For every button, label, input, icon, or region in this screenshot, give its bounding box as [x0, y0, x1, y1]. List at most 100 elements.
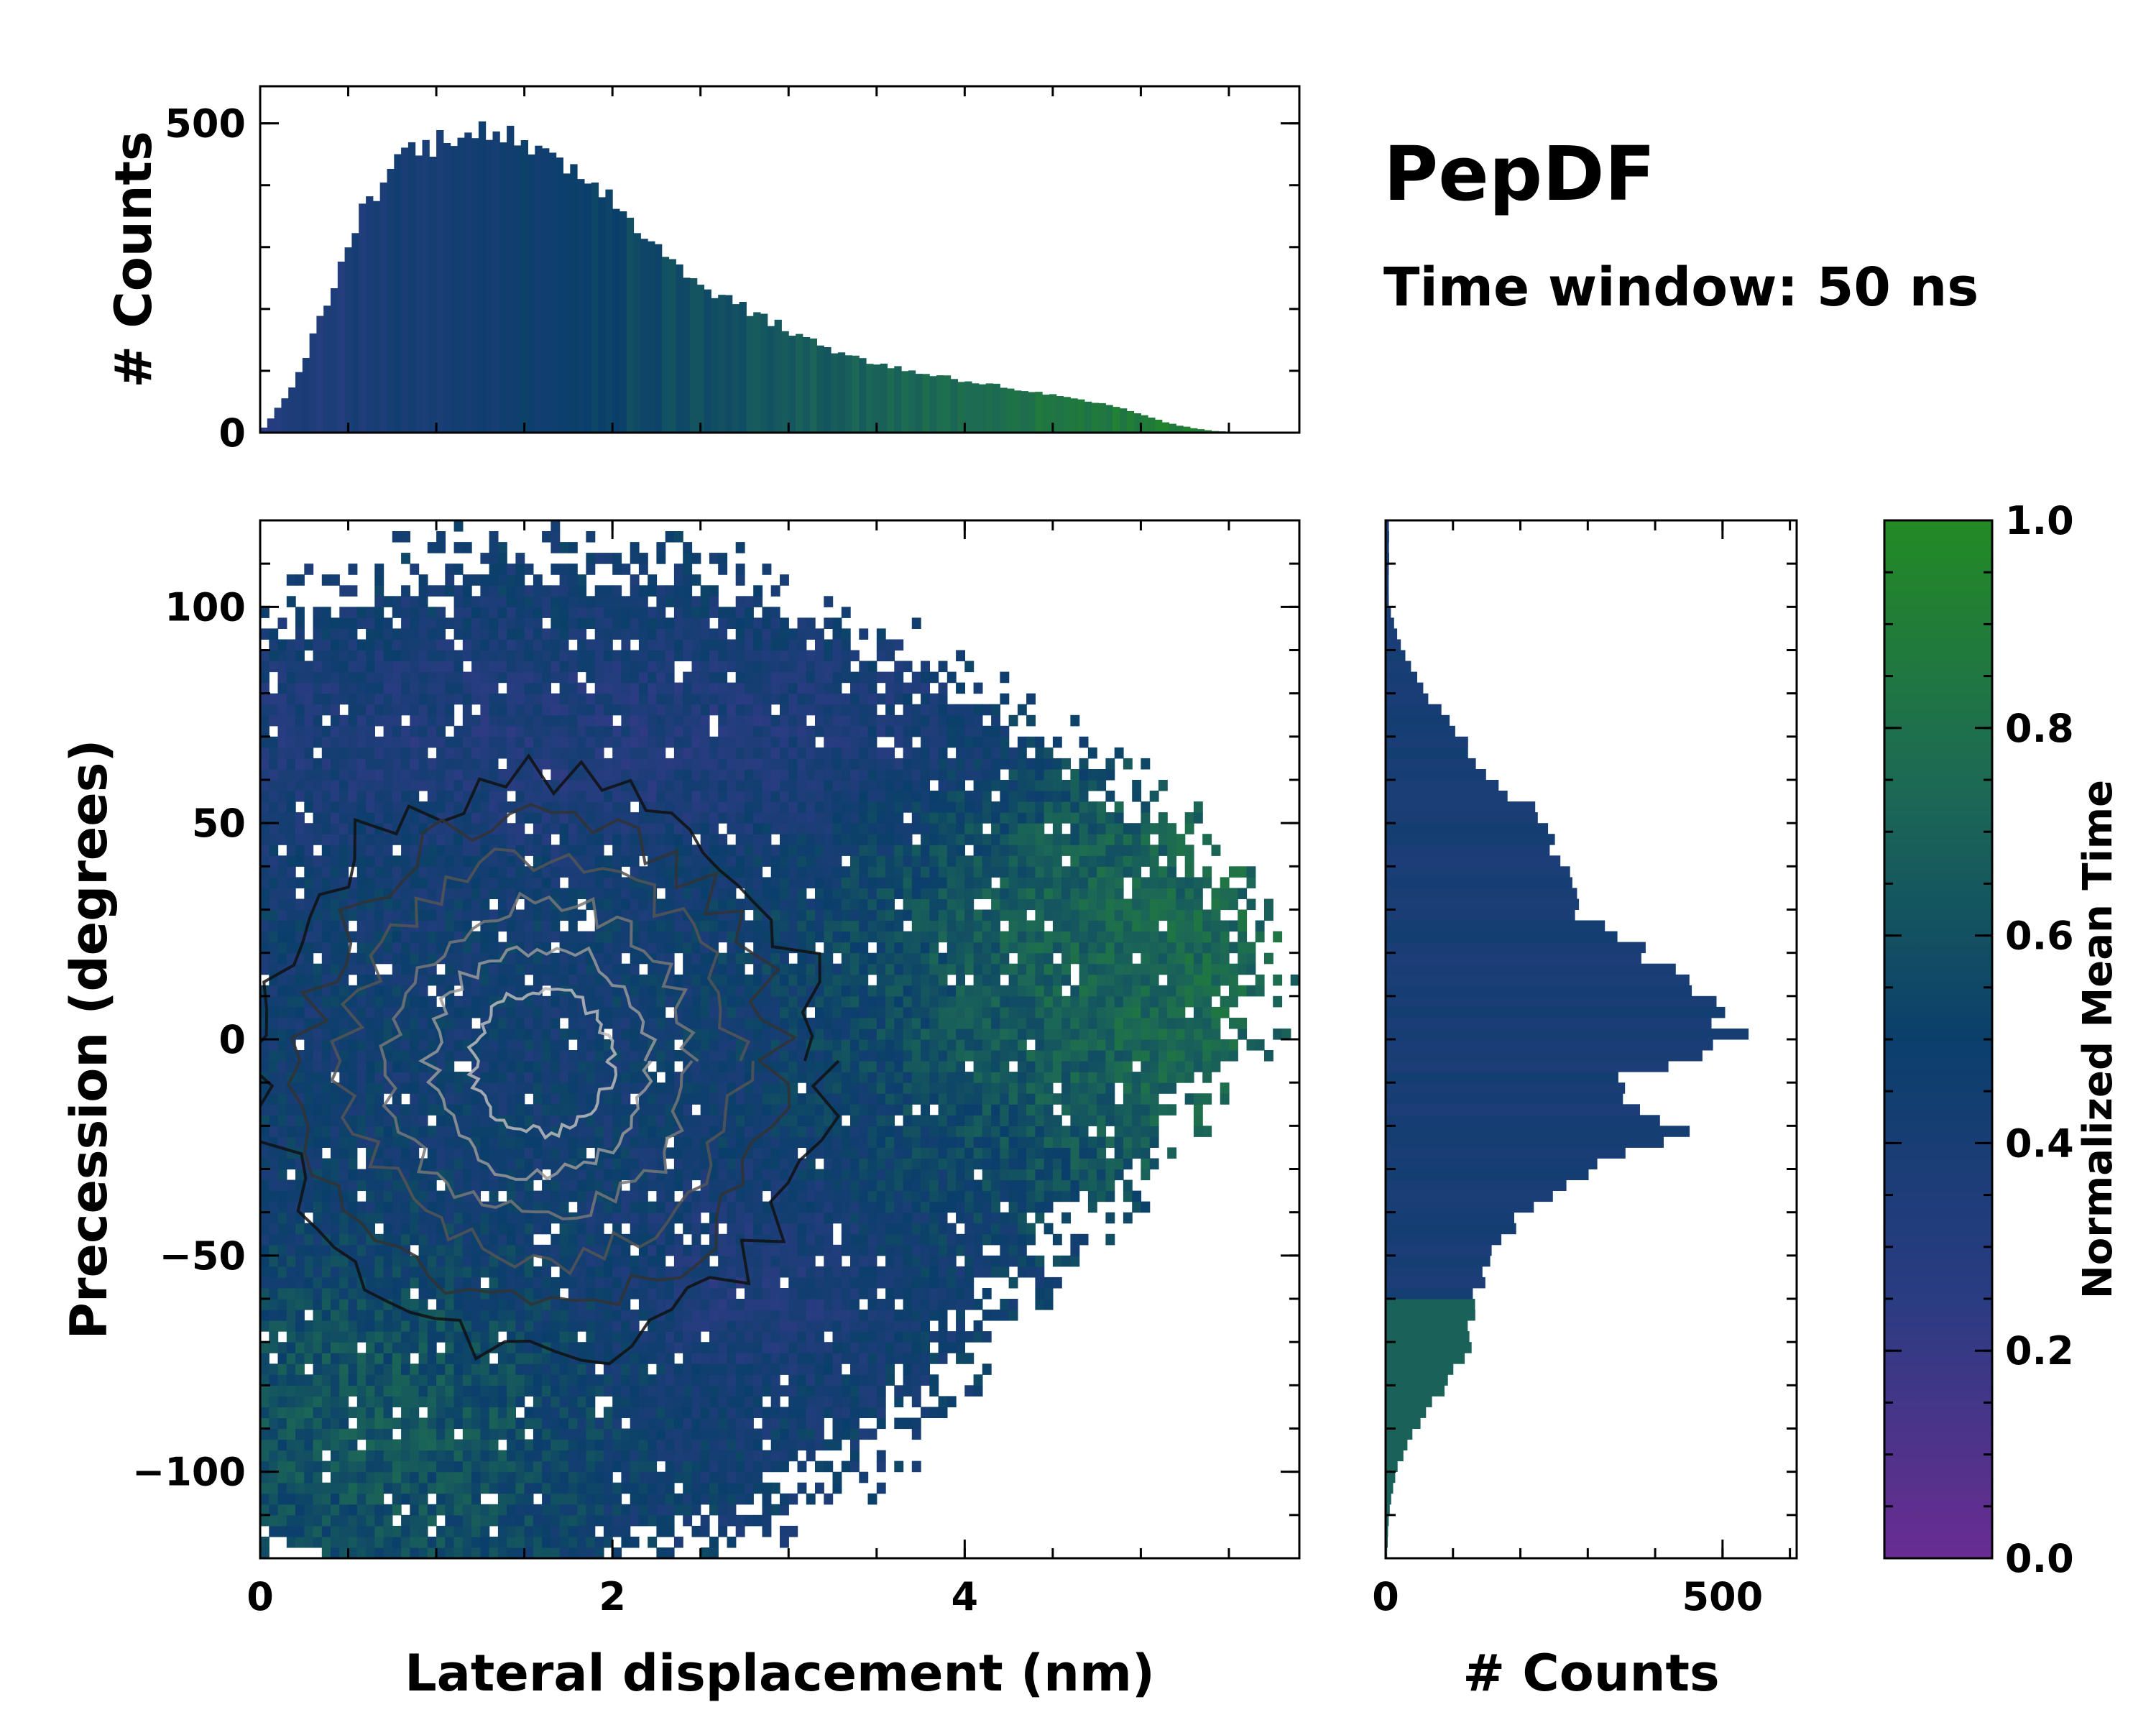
- heatmap-cell: [559, 952, 569, 965]
- heatmap-cell: [331, 1407, 340, 1418]
- heatmap-cell: [321, 1201, 331, 1213]
- heatmap-cell: [533, 1244, 543, 1256]
- heatmap-cell: [745, 1353, 754, 1364]
- heatmap-cell: [436, 866, 446, 878]
- heatmap-cell: [718, 769, 728, 781]
- heatmap-cell: [683, 845, 693, 856]
- heatmap-cell: [383, 1417, 393, 1430]
- heatmap-cell: [683, 574, 693, 586]
- heatmap-cell: [260, 1493, 270, 1505]
- heatmap-cell: [348, 1244, 358, 1256]
- heatmap-cell: [542, 920, 551, 932]
- heatmap-cell: [339, 845, 349, 856]
- heatmap-cell: [612, 1504, 622, 1516]
- histogram-bar: [683, 277, 691, 433]
- heatmap-cell: [665, 628, 675, 640]
- heatmap-cell: [745, 931, 754, 943]
- heatmap-cell: [427, 1233, 437, 1246]
- heatmap-cell: [691, 1331, 701, 1343]
- heatmap-cell: [260, 628, 270, 640]
- heatmap-cell: [673, 1104, 683, 1116]
- heatmap-cell: [392, 780, 402, 791]
- heatmap-cell: [286, 736, 296, 748]
- heatmap-cell: [277, 758, 287, 770]
- heatmap-cell: [542, 1072, 551, 1083]
- heatmap-cell: [550, 823, 561, 834]
- heatmap-cell: [507, 1158, 516, 1170]
- heatmap-cell: [260, 704, 270, 716]
- heatmap-cell: [700, 963, 710, 975]
- heatmap-cell: [304, 693, 314, 705]
- heatmap-cell: [594, 1342, 604, 1353]
- histogram-bar: [1190, 428, 1198, 433]
- heatmap-cell: [533, 1072, 543, 1083]
- heatmap-cell: [471, 1115, 481, 1126]
- heatmap-cell: [462, 1353, 472, 1364]
- heatmap-cell: [295, 1439, 305, 1451]
- heatmap-cell: [348, 995, 358, 1008]
- heatmap-cell: [331, 1460, 340, 1473]
- heatmap-cell: [533, 725, 543, 737]
- heatmap-cell: [339, 888, 349, 899]
- heatmap-cell: [489, 671, 499, 684]
- heatmap-cell: [383, 714, 393, 727]
- heatmap-cell: [366, 1320, 375, 1332]
- heatmap-cell: [339, 974, 349, 986]
- heatmap-cell: [507, 1093, 516, 1105]
- heatmap-cell: [436, 758, 446, 770]
- heatmap-cell: [594, 1428, 604, 1440]
- heatmap-cell: [383, 812, 393, 824]
- heatmap-cell: [339, 1482, 349, 1494]
- heatmap-cell: [427, 585, 437, 597]
- heatmap-cell: [709, 812, 719, 824]
- heatmap-cell: [427, 1482, 437, 1494]
- heatmap-cell: [586, 693, 596, 705]
- heatmap-cell: [621, 1374, 631, 1386]
- heatmap-cell: [683, 1310, 693, 1321]
- heatmap-cell: [383, 1255, 393, 1267]
- heatmap-cell: [304, 1061, 314, 1072]
- heatmap-cell: [612, 725, 622, 737]
- heatmap-cell: [462, 1093, 472, 1105]
- heatmap-cell: [648, 1093, 658, 1105]
- heatmap-cell: [436, 1115, 446, 1126]
- heatmap-cell: [612, 596, 622, 607]
- heatmap-cell: [683, 1450, 693, 1462]
- heatmap-cell: [401, 888, 410, 899]
- heatmap-cell: [718, 617, 728, 629]
- heatmap-cell: [638, 1504, 648, 1516]
- heatmap-cell: [568, 801, 578, 813]
- heatmap-cell: [700, 617, 710, 629]
- histogram-bar: [331, 288, 338, 433]
- heatmap-cell: [735, 1039, 745, 1051]
- heatmap-cell: [383, 898, 393, 911]
- heatmap-cell: [286, 682, 296, 694]
- heatmap-cell: [304, 974, 314, 986]
- heatmap-cell: [577, 1233, 587, 1246]
- heatmap-cell: [507, 682, 516, 694]
- heatmap-cell: [383, 1244, 393, 1256]
- heatmap-cell: [418, 985, 428, 997]
- heatmap-cell: [374, 780, 384, 791]
- heatmap-cell: [515, 1158, 525, 1170]
- heatmap-cell: [586, 1169, 596, 1181]
- heatmap-cell: [709, 661, 719, 673]
- heatmap-cell: [383, 1082, 393, 1094]
- heatmap-cell: [718, 1331, 728, 1343]
- heatmap-cell: [480, 974, 490, 986]
- heatmap-cell: [550, 866, 561, 878]
- heatmap-cell: [683, 704, 693, 716]
- heatmap-cell: [489, 1093, 499, 1105]
- heatmap-cell: [374, 1342, 384, 1353]
- heatmap-cell: [321, 1093, 331, 1105]
- heatmap-cell: [533, 780, 543, 791]
- heatmap-cell: [348, 671, 358, 684]
- heatmap-cell: [401, 1082, 410, 1094]
- heatmap-cell: [383, 1450, 393, 1462]
- heatmap-cell: [339, 1310, 349, 1321]
- heatmap-cell: [383, 1342, 393, 1353]
- heatmap-cell: [621, 1396, 631, 1407]
- heatmap-cell: [356, 1115, 367, 1126]
- heatmap-cell: [366, 812, 375, 824]
- heatmap-cell: [709, 1353, 719, 1364]
